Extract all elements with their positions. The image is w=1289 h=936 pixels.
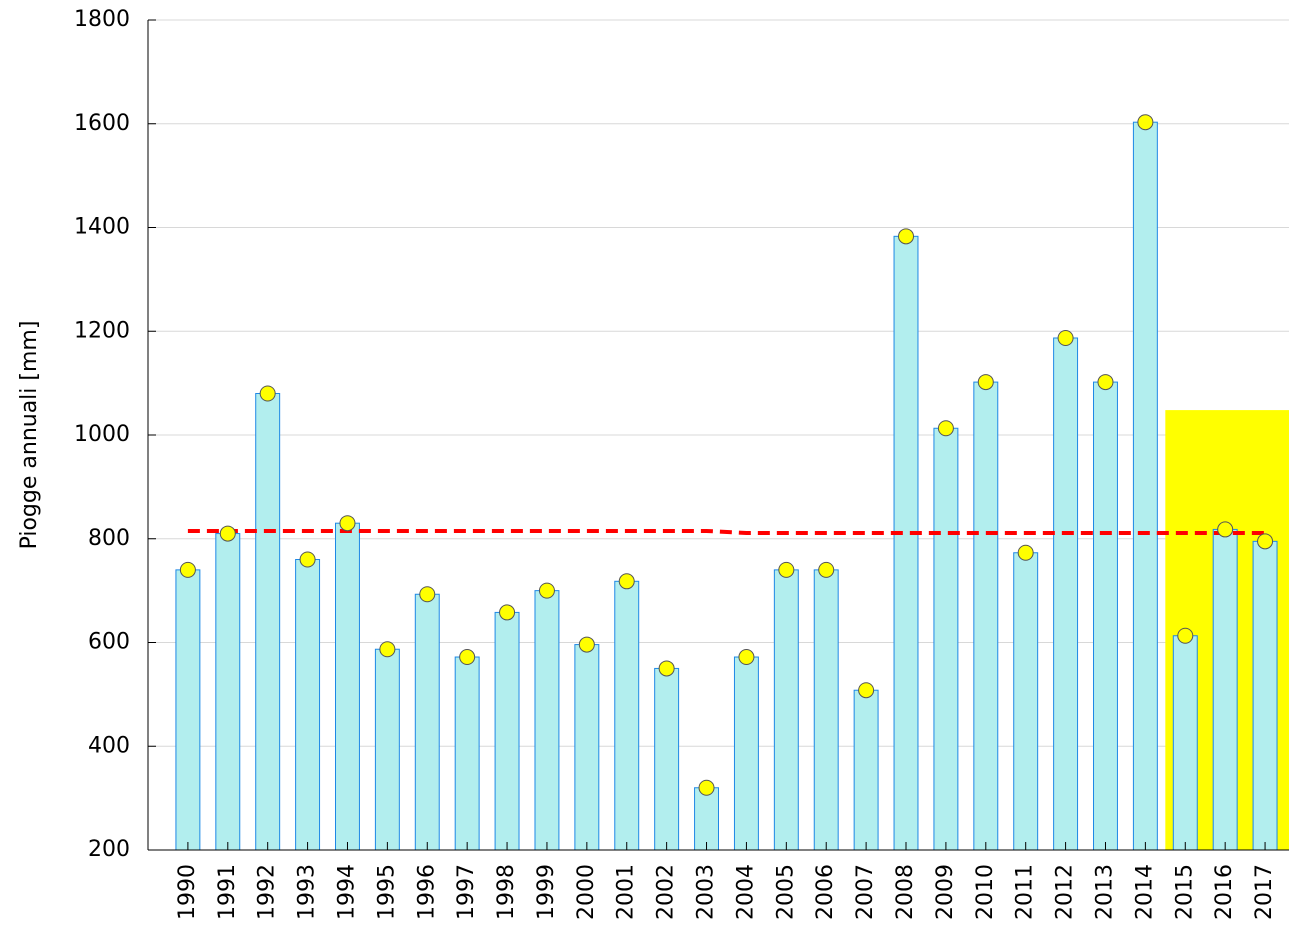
value-point (538, 582, 555, 599)
bar (534, 590, 560, 851)
y-tick-label: 1000 (74, 422, 130, 447)
value-point (818, 561, 835, 578)
bar (295, 559, 321, 851)
value-point (1257, 533, 1274, 550)
value-point (179, 561, 196, 578)
bar (1093, 381, 1118, 851)
x-tick-label: 2008 (893, 864, 918, 920)
bar (574, 644, 600, 851)
value-point (738, 649, 755, 666)
x-tick-label: 2005 (773, 864, 798, 920)
value-point (339, 515, 356, 532)
value-point (1137, 114, 1154, 131)
value-point (858, 682, 875, 699)
x-tick-label: 1992 (255, 864, 280, 920)
value-point (379, 641, 396, 658)
x-tick-label: 2013 (1092, 864, 1117, 920)
bar (414, 593, 440, 851)
x-tick-label: 1993 (295, 864, 320, 920)
x-tick-label: 2017 (1252, 864, 1277, 920)
x-tick-label: 2004 (733, 864, 758, 920)
bar (255, 393, 281, 851)
x-tick-label: 1999 (534, 864, 559, 920)
y-tick-label: 400 (88, 733, 130, 758)
value-point (578, 636, 595, 653)
value-point (977, 374, 994, 391)
y-tick-label: 1200 (74, 318, 130, 343)
value-point (937, 420, 954, 437)
x-tick-label: 2003 (694, 864, 719, 920)
value-point (1017, 544, 1034, 561)
x-tick-label: 1997 (454, 864, 479, 920)
x-tick-label: 2015 (1172, 864, 1197, 920)
x-tick-label: 2006 (813, 864, 838, 920)
x-tick-label: 2007 (853, 864, 878, 920)
x-tick-label: 2001 (614, 864, 639, 920)
y-axis-label: Piogge annuali [mm] (17, 321, 42, 550)
value-point (778, 561, 795, 578)
bar (893, 235, 919, 851)
x-tick-label: 2002 (654, 864, 679, 920)
bar (1172, 635, 1198, 851)
x-tick-label: 2011 (1013, 864, 1038, 920)
x-tick-label: 1996 (414, 864, 439, 920)
y-tick-label: 800 (88, 526, 130, 551)
x-tick-label: 1998 (494, 864, 519, 920)
bar (773, 569, 799, 851)
value-point (618, 573, 635, 590)
y-tick-label: 600 (88, 630, 130, 655)
value-point (219, 525, 236, 542)
bar (335, 522, 360, 851)
y-tick-label: 1800 (74, 7, 130, 32)
y-tick-label: 1600 (74, 111, 130, 136)
bar (733, 656, 759, 851)
x-tick-label: 1990 (175, 864, 200, 920)
value-point (658, 660, 675, 677)
bar (494, 611, 520, 851)
bar (1053, 337, 1079, 851)
bar (933, 427, 959, 851)
bar (215, 533, 241, 851)
value-point (459, 649, 476, 666)
bar (1252, 540, 1278, 851)
y-tick-label: 200 (88, 837, 130, 862)
bar (813, 569, 839, 851)
x-tick-label: 2016 (1212, 864, 1237, 920)
x-tick-label: 2009 (933, 864, 958, 920)
mean-line (187, 528, 1266, 536)
bar (175, 569, 201, 851)
bar (654, 667, 680, 851)
value-point (299, 551, 316, 568)
bar (614, 580, 640, 851)
value-point (698, 779, 715, 796)
y-tick-label: 1400 (74, 215, 130, 240)
value-point (1217, 521, 1234, 538)
x-tick-label: 2012 (1053, 864, 1078, 920)
value-point (1097, 374, 1114, 391)
x-tick-label: 1994 (334, 864, 359, 920)
value-point (419, 586, 436, 603)
bar (1013, 552, 1039, 851)
x-tick-label: 2000 (574, 864, 599, 920)
bar (973, 381, 999, 851)
x-tick-label: 2010 (973, 864, 998, 920)
x-tick-label: 2014 (1132, 864, 1157, 920)
value-point (1177, 627, 1194, 644)
bar (454, 656, 480, 851)
x-tick-label: 1991 (215, 864, 240, 920)
bar (374, 648, 400, 851)
bar (1132, 121, 1158, 851)
bar (853, 689, 879, 851)
value-point (1057, 329, 1074, 346)
value-point (898, 228, 915, 245)
bar (694, 787, 719, 851)
value-point (259, 385, 276, 402)
value-point (499, 604, 516, 621)
bar (1212, 528, 1238, 851)
x-tick-label: 1995 (374, 864, 399, 920)
